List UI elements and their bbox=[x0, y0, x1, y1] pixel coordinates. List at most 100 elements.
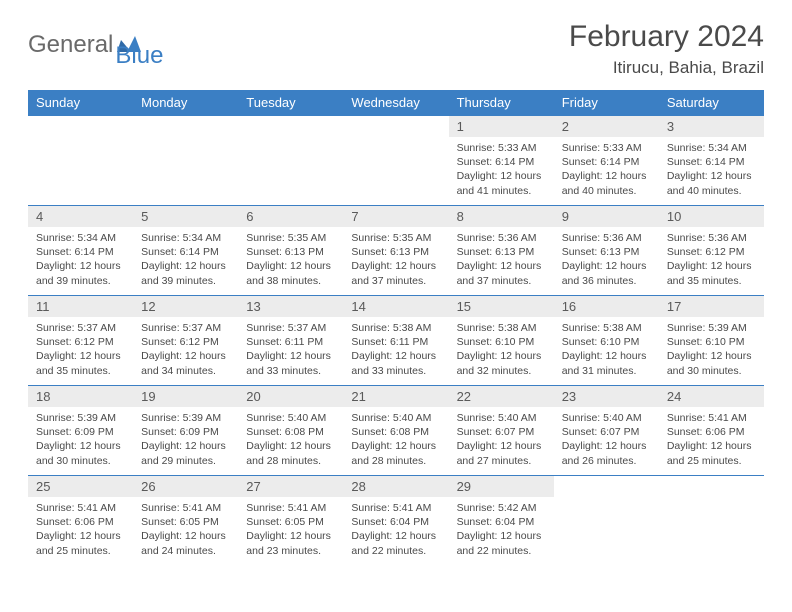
day-number: 17 bbox=[659, 296, 764, 317]
weekday-header: Wednesday bbox=[343, 90, 448, 116]
day-number: 9 bbox=[554, 206, 659, 227]
day-cell: 7Sunrise: 5:35 AMSunset: 6:13 PMDaylight… bbox=[343, 206, 448, 296]
day-cell: 6Sunrise: 5:35 AMSunset: 6:13 PMDaylight… bbox=[238, 206, 343, 296]
day-number: 24 bbox=[659, 386, 764, 407]
day-details: Sunrise: 5:41 AMSunset: 6:06 PMDaylight:… bbox=[659, 407, 764, 474]
day-number: 8 bbox=[449, 206, 554, 227]
week-row: 18Sunrise: 5:39 AMSunset: 6:09 PMDayligh… bbox=[28, 386, 764, 476]
day-details: Sunrise: 5:33 AMSunset: 6:14 PMDaylight:… bbox=[449, 137, 554, 204]
day-cell: 3Sunrise: 5:34 AMSunset: 6:14 PMDaylight… bbox=[659, 116, 764, 206]
day-details: Sunrise: 5:38 AMSunset: 6:11 PMDaylight:… bbox=[343, 317, 448, 384]
day-details: Sunrise: 5:40 AMSunset: 6:07 PMDaylight:… bbox=[554, 407, 659, 474]
day-number: 27 bbox=[238, 476, 343, 497]
day-cell: 15Sunrise: 5:38 AMSunset: 6:10 PMDayligh… bbox=[449, 296, 554, 386]
day-details: Sunrise: 5:37 AMSunset: 6:12 PMDaylight:… bbox=[133, 317, 238, 384]
weekday-header-row: SundayMondayTuesdayWednesdayThursdayFrid… bbox=[28, 90, 764, 116]
day-number: 29 bbox=[449, 476, 554, 497]
day-details: Sunrise: 5:36 AMSunset: 6:13 PMDaylight:… bbox=[449, 227, 554, 294]
day-number: 6 bbox=[238, 206, 343, 227]
empty-cell bbox=[238, 116, 343, 206]
day-cell: 8Sunrise: 5:36 AMSunset: 6:13 PMDaylight… bbox=[449, 206, 554, 296]
empty-cell bbox=[554, 476, 659, 566]
weekday-header: Thursday bbox=[449, 90, 554, 116]
day-cell: 17Sunrise: 5:39 AMSunset: 6:10 PMDayligh… bbox=[659, 296, 764, 386]
day-number: 25 bbox=[28, 476, 133, 497]
day-number: 26 bbox=[133, 476, 238, 497]
day-details: Sunrise: 5:37 AMSunset: 6:11 PMDaylight:… bbox=[238, 317, 343, 384]
day-cell: 21Sunrise: 5:40 AMSunset: 6:08 PMDayligh… bbox=[343, 386, 448, 476]
day-details: Sunrise: 5:39 AMSunset: 6:10 PMDaylight:… bbox=[659, 317, 764, 384]
week-row: 4Sunrise: 5:34 AMSunset: 6:14 PMDaylight… bbox=[28, 206, 764, 296]
day-cell: 10Sunrise: 5:36 AMSunset: 6:12 PMDayligh… bbox=[659, 206, 764, 296]
day-details: Sunrise: 5:40 AMSunset: 6:08 PMDaylight:… bbox=[343, 407, 448, 474]
day-cell: 24Sunrise: 5:41 AMSunset: 6:06 PMDayligh… bbox=[659, 386, 764, 476]
day-details: Sunrise: 5:40 AMSunset: 6:08 PMDaylight:… bbox=[238, 407, 343, 474]
day-cell: 18Sunrise: 5:39 AMSunset: 6:09 PMDayligh… bbox=[28, 386, 133, 476]
weekday-header: Sunday bbox=[28, 90, 133, 116]
day-number: 19 bbox=[133, 386, 238, 407]
day-number: 23 bbox=[554, 386, 659, 407]
day-details: Sunrise: 5:35 AMSunset: 6:13 PMDaylight:… bbox=[238, 227, 343, 294]
day-cell: 9Sunrise: 5:36 AMSunset: 6:13 PMDaylight… bbox=[554, 206, 659, 296]
month-title: February 2024 bbox=[569, 20, 764, 54]
day-cell: 28Sunrise: 5:41 AMSunset: 6:04 PMDayligh… bbox=[343, 476, 448, 566]
day-cell: 22Sunrise: 5:40 AMSunset: 6:07 PMDayligh… bbox=[449, 386, 554, 476]
empty-cell bbox=[133, 116, 238, 206]
empty-cell bbox=[659, 476, 764, 566]
day-details: Sunrise: 5:34 AMSunset: 6:14 PMDaylight:… bbox=[659, 137, 764, 204]
day-details: Sunrise: 5:36 AMSunset: 6:12 PMDaylight:… bbox=[659, 227, 764, 294]
day-cell: 2Sunrise: 5:33 AMSunset: 6:14 PMDaylight… bbox=[554, 116, 659, 206]
week-row: 11Sunrise: 5:37 AMSunset: 6:12 PMDayligh… bbox=[28, 296, 764, 386]
day-details: Sunrise: 5:41 AMSunset: 6:04 PMDaylight:… bbox=[343, 497, 448, 564]
day-number: 11 bbox=[28, 296, 133, 317]
day-details: Sunrise: 5:39 AMSunset: 6:09 PMDaylight:… bbox=[28, 407, 133, 474]
day-number: 22 bbox=[449, 386, 554, 407]
day-details: Sunrise: 5:40 AMSunset: 6:07 PMDaylight:… bbox=[449, 407, 554, 474]
day-number: 10 bbox=[659, 206, 764, 227]
day-cell: 19Sunrise: 5:39 AMSunset: 6:09 PMDayligh… bbox=[133, 386, 238, 476]
day-cell: 11Sunrise: 5:37 AMSunset: 6:12 PMDayligh… bbox=[28, 296, 133, 386]
day-number: 2 bbox=[554, 116, 659, 137]
day-cell: 27Sunrise: 5:41 AMSunset: 6:05 PMDayligh… bbox=[238, 476, 343, 566]
day-cell: 1Sunrise: 5:33 AMSunset: 6:14 PMDaylight… bbox=[449, 116, 554, 206]
day-cell: 4Sunrise: 5:34 AMSunset: 6:14 PMDaylight… bbox=[28, 206, 133, 296]
day-details: Sunrise: 5:35 AMSunset: 6:13 PMDaylight:… bbox=[343, 227, 448, 294]
day-details: Sunrise: 5:34 AMSunset: 6:14 PMDaylight:… bbox=[28, 227, 133, 294]
day-number: 15 bbox=[449, 296, 554, 317]
day-cell: 23Sunrise: 5:40 AMSunset: 6:07 PMDayligh… bbox=[554, 386, 659, 476]
day-details: Sunrise: 5:42 AMSunset: 6:04 PMDaylight:… bbox=[449, 497, 554, 564]
day-cell: 20Sunrise: 5:40 AMSunset: 6:08 PMDayligh… bbox=[238, 386, 343, 476]
day-number: 4 bbox=[28, 206, 133, 227]
header: General Blue February 2024 Itirucu, Bahi… bbox=[28, 20, 764, 78]
calendar-table: SundayMondayTuesdayWednesdayThursdayFrid… bbox=[28, 90, 764, 566]
brand-part1: General bbox=[28, 31, 113, 59]
day-number: 14 bbox=[343, 296, 448, 317]
week-row: 1Sunrise: 5:33 AMSunset: 6:14 PMDaylight… bbox=[28, 116, 764, 206]
title-block: February 2024 Itirucu, Bahia, Brazil bbox=[569, 20, 764, 78]
day-number: 16 bbox=[554, 296, 659, 317]
day-number: 12 bbox=[133, 296, 238, 317]
day-cell: 13Sunrise: 5:37 AMSunset: 6:11 PMDayligh… bbox=[238, 296, 343, 386]
day-number: 3 bbox=[659, 116, 764, 137]
day-number: 7 bbox=[343, 206, 448, 227]
day-details: Sunrise: 5:38 AMSunset: 6:10 PMDaylight:… bbox=[554, 317, 659, 384]
brand-part2: Blue bbox=[115, 42, 163, 70]
day-cell: 25Sunrise: 5:41 AMSunset: 6:06 PMDayligh… bbox=[28, 476, 133, 566]
weekday-header: Tuesday bbox=[238, 90, 343, 116]
day-cell: 12Sunrise: 5:37 AMSunset: 6:12 PMDayligh… bbox=[133, 296, 238, 386]
weekday-header: Monday bbox=[133, 90, 238, 116]
day-cell: 29Sunrise: 5:42 AMSunset: 6:04 PMDayligh… bbox=[449, 476, 554, 566]
day-details: Sunrise: 5:41 AMSunset: 6:05 PMDaylight:… bbox=[133, 497, 238, 564]
day-details: Sunrise: 5:33 AMSunset: 6:14 PMDaylight:… bbox=[554, 137, 659, 204]
weekday-header: Friday bbox=[554, 90, 659, 116]
day-number: 1 bbox=[449, 116, 554, 137]
day-number: 28 bbox=[343, 476, 448, 497]
calendar-body: 1Sunrise: 5:33 AMSunset: 6:14 PMDaylight… bbox=[28, 116, 764, 566]
day-details: Sunrise: 5:34 AMSunset: 6:14 PMDaylight:… bbox=[133, 227, 238, 294]
day-cell: 5Sunrise: 5:34 AMSunset: 6:14 PMDaylight… bbox=[133, 206, 238, 296]
day-details: Sunrise: 5:36 AMSunset: 6:13 PMDaylight:… bbox=[554, 227, 659, 294]
day-cell: 14Sunrise: 5:38 AMSunset: 6:11 PMDayligh… bbox=[343, 296, 448, 386]
day-number: 5 bbox=[133, 206, 238, 227]
brand-logo: General Blue bbox=[28, 20, 163, 70]
weekday-header: Saturday bbox=[659, 90, 764, 116]
